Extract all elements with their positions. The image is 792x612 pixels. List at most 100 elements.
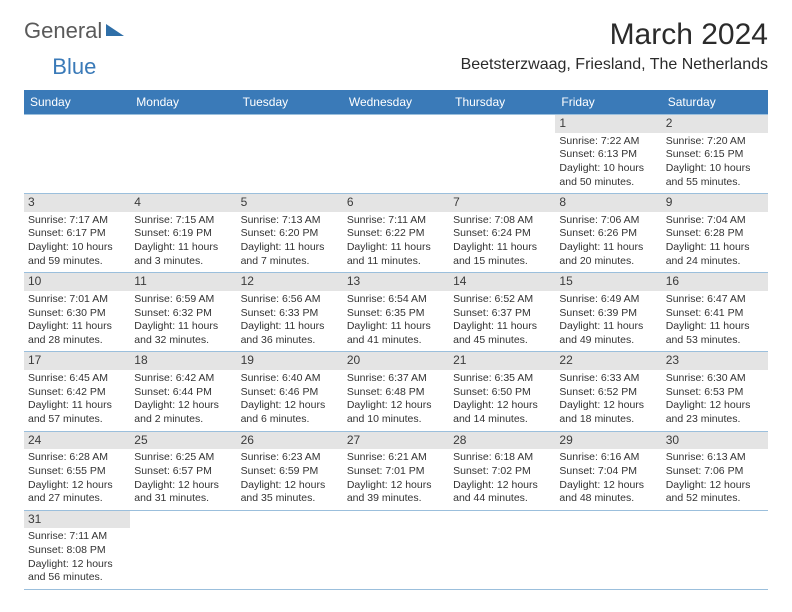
day-number: 1 xyxy=(555,115,661,133)
weekday-header: Sunday xyxy=(24,90,130,115)
calendar-cell: 12Sunrise: 6:56 AMSunset: 6:33 PMDayligh… xyxy=(237,273,343,352)
day-number: 11 xyxy=(130,273,236,291)
daylight-text: Daylight: 10 hours and 55 minutes. xyxy=(666,162,764,189)
daylight-text: Daylight: 11 hours and 32 minutes. xyxy=(134,320,232,347)
sunset-text: Sunset: 6:44 PM xyxy=(134,386,232,400)
daylight-text: Daylight: 11 hours and 3 minutes. xyxy=(134,241,232,268)
calendar-cell: 29Sunrise: 6:16 AMSunset: 7:04 PMDayligh… xyxy=(555,431,661,510)
sunset-text: Sunset: 6:37 PM xyxy=(453,307,551,321)
day-number: 21 xyxy=(449,352,555,370)
daylight-text: Daylight: 11 hours and 49 minutes. xyxy=(559,320,657,347)
daylight-text: Daylight: 12 hours and 6 minutes. xyxy=(241,399,339,426)
triangle-icon xyxy=(106,24,124,36)
daylight-text: Daylight: 12 hours and 44 minutes. xyxy=(453,479,551,506)
day-number: 13 xyxy=(343,273,449,291)
sunrise-text: Sunrise: 6:30 AM xyxy=(666,372,764,386)
day-number: 24 xyxy=(24,432,130,450)
day-number: 26 xyxy=(237,432,343,450)
sunrise-text: Sunrise: 7:04 AM xyxy=(666,214,764,228)
sunset-text: Sunset: 6:35 PM xyxy=(347,307,445,321)
calendar-cell: 1Sunrise: 7:22 AMSunset: 6:13 PMDaylight… xyxy=(555,115,661,194)
calendar-cell: 23Sunrise: 6:30 AMSunset: 6:53 PMDayligh… xyxy=(662,352,768,431)
calendar-cell: 5Sunrise: 7:13 AMSunset: 6:20 PMDaylight… xyxy=(237,194,343,273)
daylight-text: Daylight: 11 hours and 41 minutes. xyxy=(347,320,445,347)
daylight-text: Daylight: 11 hours and 28 minutes. xyxy=(28,320,126,347)
sunrise-text: Sunrise: 7:11 AM xyxy=(347,214,445,228)
day-number: 20 xyxy=(343,352,449,370)
daylight-text: Daylight: 12 hours and 35 minutes. xyxy=(241,479,339,506)
title-block: March 2024 Beetsterzwaag, Friesland, The… xyxy=(461,18,768,74)
daylight-text: Daylight: 12 hours and 18 minutes. xyxy=(559,399,657,426)
daylight-text: Daylight: 12 hours and 52 minutes. xyxy=(666,479,764,506)
calendar-cell: 20 Sunrise: 6:37 AMSunset: 6:48 PMDayligh… xyxy=(343,352,449,431)
daylight-text: Daylight: 12 hours and 14 minutes. xyxy=(453,399,551,426)
daylight-text: Daylight: 11 hours and 7 minutes. xyxy=(241,241,339,268)
sunrise-text: Sunrise: 6:37 AM xyxy=(347,372,445,386)
calendar-cell xyxy=(130,510,236,589)
sunrise-text: Sunrise: 6:35 AM xyxy=(453,372,551,386)
sunset-text: Sunset: 6:59 PM xyxy=(241,465,339,479)
calendar-cell: 28Sunrise: 6:18 AMSunset: 7:02 PMDayligh… xyxy=(449,431,555,510)
sunset-text: Sunset: 6:46 PM xyxy=(241,386,339,400)
day-number: 12 xyxy=(237,273,343,291)
sunset-text: Sunset: 6:30 PM xyxy=(28,307,126,321)
sunrise-text: Sunrise: 6:18 AM xyxy=(453,451,551,465)
sunrise-text: Sunrise: 6:47 AM xyxy=(666,293,764,307)
daylight-text: Daylight: 12 hours and 39 minutes. xyxy=(347,479,445,506)
calendar-cell: 2Sunrise: 7:20 AMSunset: 6:15 PMDaylight… xyxy=(662,115,768,194)
sunset-text: Sunset: 7:01 PM xyxy=(347,465,445,479)
day-number: 3 xyxy=(24,194,130,212)
calendar-table: SundayMondayTuesdayWednesdayThursdayFrid… xyxy=(24,90,768,590)
calendar-cell: 16Sunrise: 6:47 AMSunset: 6:41 PMDayligh… xyxy=(662,273,768,352)
sunrise-text: Sunrise: 7:17 AM xyxy=(28,214,126,228)
day-number: 25 xyxy=(130,432,236,450)
sunset-text: Sunset: 6:41 PM xyxy=(666,307,764,321)
weekday-header: Saturday xyxy=(662,90,768,115)
calendar-cell xyxy=(555,510,661,589)
daylight-text: Daylight: 12 hours and 23 minutes. xyxy=(666,399,764,426)
calendar-cell: 7Sunrise: 7:08 AMSunset: 6:24 PMDaylight… xyxy=(449,194,555,273)
sunrise-text: Sunrise: 7:01 AM xyxy=(28,293,126,307)
weekday-header: Tuesday xyxy=(237,90,343,115)
sunset-text: Sunset: 6:52 PM xyxy=(559,386,657,400)
calendar-cell xyxy=(237,510,343,589)
sunrise-text: Sunrise: 6:28 AM xyxy=(28,451,126,465)
sunrise-text: Sunrise: 6:56 AM xyxy=(241,293,339,307)
month-title: March 2024 xyxy=(461,18,768,52)
daylight-text: Daylight: 11 hours and 45 minutes. xyxy=(453,320,551,347)
calendar-cell xyxy=(130,115,236,194)
calendar-week-row: 1Sunrise: 7:22 AMSunset: 6:13 PMDaylight… xyxy=(24,115,768,194)
day-number: 14 xyxy=(449,273,555,291)
sunset-text: Sunset: 6:32 PM xyxy=(134,307,232,321)
sunrise-text: Sunrise: 6:42 AM xyxy=(134,372,232,386)
sunset-text: Sunset: 6:50 PM xyxy=(453,386,551,400)
sunset-text: Sunset: 6:28 PM xyxy=(666,227,764,241)
sunset-text: Sunset: 7:02 PM xyxy=(453,465,551,479)
calendar-cell: 22Sunrise: 6:33 AMSunset: 6:52 PMDayligh… xyxy=(555,352,661,431)
daylight-text: Daylight: 12 hours and 10 minutes. xyxy=(347,399,445,426)
sunset-text: Sunset: 7:04 PM xyxy=(559,465,657,479)
sunrise-text: Sunrise: 7:13 AM xyxy=(241,214,339,228)
calendar-cell: 26Sunrise: 6:23 AMSunset: 6:59 PMDayligh… xyxy=(237,431,343,510)
daylight-text: Daylight: 12 hours and 2 minutes. xyxy=(134,399,232,426)
calendar-cell: 19Sunrise: 6:40 AMSunset: 6:46 PMDayligh… xyxy=(237,352,343,431)
daylight-text: Daylight: 11 hours and 57 minutes. xyxy=(28,399,126,426)
day-number: 22 xyxy=(555,352,661,370)
sunset-text: Sunset: 6:13 PM xyxy=(559,148,657,162)
calendar-week-row: 31Sunrise: 7:11 AMSunset: 8:08 PMDayligh… xyxy=(24,510,768,589)
calendar-week-row: 24Sunrise: 6:28 AMSunset: 6:55 PMDayligh… xyxy=(24,431,768,510)
calendar-cell: 25Sunrise: 6:25 AMSunset: 6:57 PMDayligh… xyxy=(130,431,236,510)
calendar-cell: 31Sunrise: 7:11 AMSunset: 8:08 PMDayligh… xyxy=(24,510,130,589)
day-number: 8 xyxy=(555,194,661,212)
sunset-text: Sunset: 6:48 PM xyxy=(347,386,445,400)
calendar-cell: 18 Sunrise: 6:42 AMSunset: 6:44 PMDayligh… xyxy=(130,352,236,431)
day-number: 18 xyxy=(130,352,236,370)
daylight-text: Daylight: 12 hours and 27 minutes. xyxy=(28,479,126,506)
calendar-cell: 11Sunrise: 6:59 AMSunset: 6:32 PMDayligh… xyxy=(130,273,236,352)
sunset-text: Sunset: 6:55 PM xyxy=(28,465,126,479)
day-number: 9 xyxy=(662,194,768,212)
location-subtitle: Beetsterzwaag, Friesland, The Netherland… xyxy=(461,56,768,74)
sunset-text: Sunset: 6:19 PM xyxy=(134,227,232,241)
calendar-cell: 14Sunrise: 6:52 AMSunset: 6:37 PMDayligh… xyxy=(449,273,555,352)
daylight-text: Daylight: 10 hours and 50 minutes. xyxy=(559,162,657,189)
